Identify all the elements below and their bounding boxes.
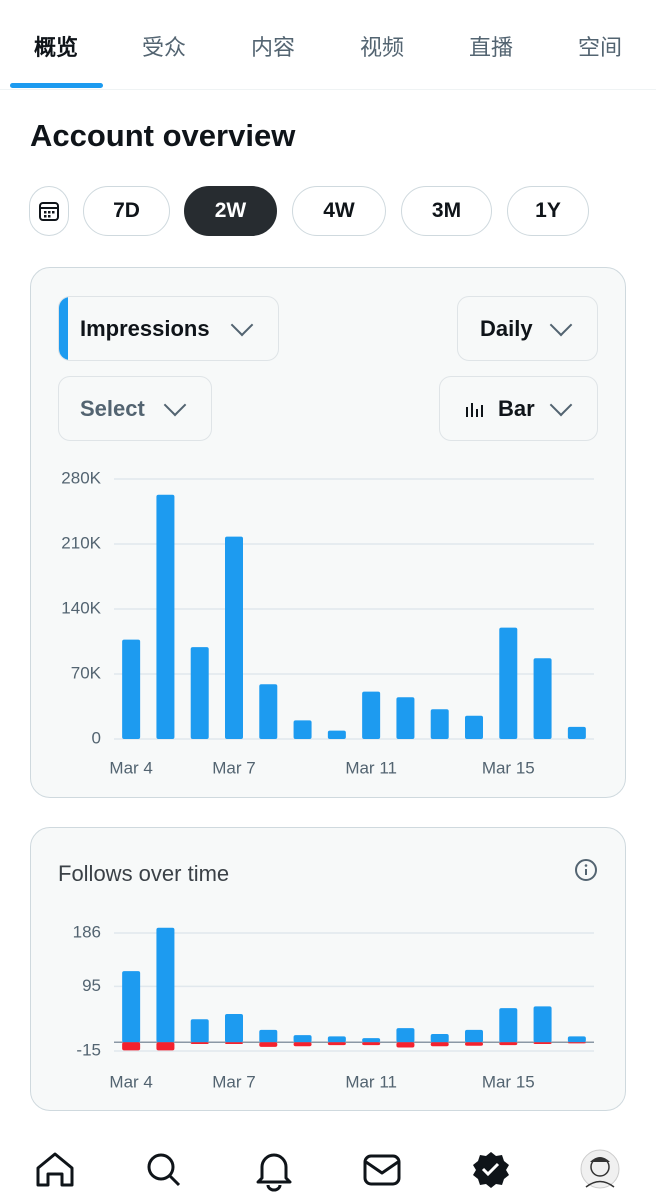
chart-title: Follows over time <box>58 861 230 886</box>
bar <box>533 1006 552 1043</box>
bar <box>362 691 381 739</box>
calendar-icon <box>39 202 59 221</box>
y-tick-label: 95 <box>82 976 101 995</box>
x-tick-label: Mar 15 <box>482 758 535 777</box>
x-tick-label: Mar 7 <box>212 758 255 777</box>
bar <box>362 1038 381 1043</box>
bar <box>225 1014 243 1043</box>
tab-indicator <box>10 83 103 88</box>
tab[interactable]: 直播 <box>468 35 513 60</box>
tab[interactable]: 空间 <box>577 35 622 60</box>
metric-color <box>59 297 68 360</box>
y-tick-label: 70K <box>71 663 102 682</box>
bar <box>533 658 552 739</box>
bar-icon <box>466 402 483 417</box>
notifications-icon[interactable] <box>256 1153 292 1192</box>
bar <box>259 684 278 739</box>
bar <box>465 1042 483 1046</box>
x-tick-label: Mar 7 <box>212 1072 255 1091</box>
tab[interactable]: 内容 <box>250 35 295 60</box>
bar <box>156 927 175 1043</box>
metric-dropdown[interactable]: Impressions <box>58 296 279 361</box>
bar <box>465 1029 483 1043</box>
range-pill[interactable]: 7D <box>83 186 170 236</box>
x-tick-label: Mar 11 <box>345 758 397 777</box>
search-icon[interactable] <box>147 1153 181 1187</box>
x-tick-label: Mar 15 <box>482 1072 535 1091</box>
chart-type-label: Bar <box>498 395 535 421</box>
bar <box>156 1042 175 1051</box>
page-title: Account overview <box>30 118 296 153</box>
bar <box>327 1036 346 1043</box>
select-label: Select <box>80 395 145 421</box>
range-pill[interactable]: 4W <box>292 186 386 236</box>
tab[interactable]: 视频 <box>359 35 404 60</box>
bar <box>567 1042 586 1044</box>
bar <box>396 697 415 739</box>
y-tick-label: -15 <box>76 1040 101 1059</box>
bar <box>122 639 141 739</box>
interval-label: Daily <box>480 315 533 341</box>
bar <box>259 1042 278 1047</box>
y-tick-label: 140K <box>61 598 101 617</box>
tab[interactable]: 概览 <box>33 35 78 60</box>
bar <box>499 1042 518 1046</box>
bar <box>499 1008 518 1043</box>
bar <box>190 1019 209 1043</box>
profile-avatar[interactable] <box>580 1149 620 1189</box>
bar <box>293 1042 312 1047</box>
y-tick-label: 0 <box>92 728 101 747</box>
bar <box>430 709 449 739</box>
bar <box>293 1035 312 1043</box>
messages-icon[interactable] <box>363 1154 401 1186</box>
bar <box>122 971 141 1043</box>
divider <box>0 89 656 90</box>
metric-label: Impressions <box>80 315 210 341</box>
bar <box>259 1029 278 1043</box>
x-tick-label: Mar 4 <box>109 1072 152 1091</box>
tab[interactable]: 受众 <box>141 35 186 60</box>
interval-dropdown[interactable]: Daily <box>457 296 598 361</box>
bar <box>190 647 209 739</box>
bar <box>190 1042 209 1044</box>
calendar-button[interactable] <box>29 186 69 236</box>
bar <box>430 1042 449 1047</box>
bar <box>327 1042 346 1046</box>
y-tick-label: 280K <box>61 468 101 487</box>
bar <box>327 730 346 739</box>
range-pill[interactable]: 3M <box>401 186 492 236</box>
bar <box>156 494 175 739</box>
bar <box>396 1028 415 1043</box>
y-tick-label: 186 <box>73 922 101 941</box>
bar <box>362 1042 381 1046</box>
home-icon[interactable] <box>36 1152 74 1187</box>
select-dropdown[interactable]: Select <box>58 376 212 441</box>
range-pill[interactable]: 1Y <box>507 186 589 236</box>
bar <box>499 627 518 739</box>
bar <box>465 715 483 739</box>
x-tick-label: Mar 4 <box>109 758 152 777</box>
y-tick-label: 210K <box>61 533 101 552</box>
info-icon[interactable] <box>574 858 598 882</box>
bar <box>225 536 243 739</box>
bar <box>293 720 312 739</box>
chart-type-dropdown[interactable]: Bar <box>439 376 598 441</box>
bar <box>567 726 586 739</box>
range-pill[interactable]: 2W <box>184 186 277 236</box>
bar <box>396 1042 415 1048</box>
bar <box>430 1033 449 1043</box>
bar <box>567 1036 586 1043</box>
bar <box>533 1042 552 1044</box>
bottom-nav <box>36 1149 620 1192</box>
bar <box>122 1042 141 1051</box>
chart-card <box>30 827 626 1111</box>
bar <box>225 1042 243 1044</box>
x-tick-label: Mar 11 <box>345 1072 397 1091</box>
